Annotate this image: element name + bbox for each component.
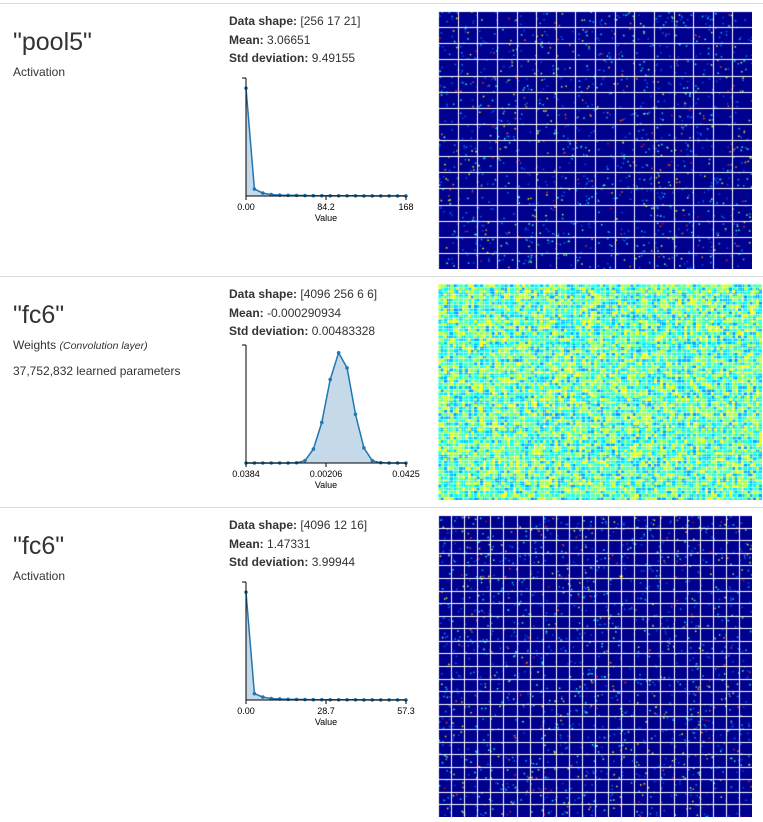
weights-visualization [438, 284, 762, 505]
histogram-point [261, 191, 265, 195]
stat-std: Std deviation: 9.49155 [229, 51, 356, 65]
activation-grid-canvas [438, 515, 752, 817]
layer-type-label: Activation [13, 569, 66, 583]
histogram-point [353, 412, 358, 417]
histogram-point [252, 691, 257, 696]
layer-section-pool5: "pool5" Activation Data shape: [256 17 2… [0, 3, 763, 276]
histogram-point [303, 458, 307, 463]
weights-grid-canvas [438, 284, 762, 500]
histogram-point [345, 366, 349, 370]
layer-stats: Data shape: [4096 12 16] Mean: 1.47331 S… [229, 516, 367, 572]
layer-type-label: Activation [13, 65, 66, 79]
layer-name: "pool5" [13, 28, 92, 56]
layer-name: "fc6" [13, 532, 65, 560]
histogram-point [328, 377, 333, 382]
layer-stats: Data shape: [4096 256 6 6] Mean: -0.0002… [229, 285, 377, 341]
histogram-tick-label: 57.3 [397, 706, 415, 716]
layer-type-note: (Convolution layer) [59, 340, 148, 352]
histogram-tick-label: 0.00206 [310, 469, 343, 479]
histogram-tick-label: 28.7 [317, 706, 335, 716]
histogram: 0.0384 0.00206 0.0425 Value [232, 344, 420, 490]
histogram: 0.00 84.2 168 Value [237, 77, 414, 223]
histogram-line [245, 592, 406, 701]
stat-mean: Mean: -0.000290934 [229, 305, 342, 320]
histogram-point [294, 697, 299, 702]
stat-shape: Data shape: [4096 12 16] [229, 518, 368, 532]
layer-type: Weights (Convolution layer) [13, 338, 148, 352]
layer-stats: Data shape: [256 17 21] Mean: 3.06651 St… [229, 12, 360, 68]
histogram-tick-label: 168 [398, 202, 413, 212]
histogram-tick-label: 0.0384 [232, 469, 260, 479]
stat-mean: Mean: 3.06651 [229, 32, 311, 47]
histogram-area [246, 592, 406, 700]
histogram-point [370, 458, 375, 463]
stat-shape: Data shape: [256 17 21] [229, 14, 361, 28]
layer-type: Activation [13, 65, 65, 79]
histogram-point [286, 193, 290, 198]
stat-shape: Data shape: [4096 256 6 6] [229, 287, 378, 301]
histogram: 0.00 28.7 57.3 Value [237, 581, 415, 727]
layer-type-label: Weights [13, 338, 57, 352]
layer-section-fc6-activation: "fc6" Activation Data shape: [4096 12 16… [0, 507, 763, 818]
histogram-tick-label: 0.0425 [392, 469, 420, 479]
histogram-point [336, 351, 341, 355]
histogram-xlabel: Value [315, 717, 337, 727]
layer-name: "fc6" [13, 301, 65, 329]
histogram-point [319, 420, 324, 425]
histogram-point [269, 696, 274, 701]
histogram-line [245, 88, 406, 197]
activation-visualization [438, 11, 752, 274]
stat-std: Std deviation: 0.00483328 [229, 324, 376, 338]
histogram-xlabel: Value [315, 480, 337, 490]
learned-parameters: 37,752,832 learned parameters [13, 364, 181, 378]
histogram-area [246, 352, 406, 463]
histogram-point [261, 695, 265, 699]
activation-visualization [438, 515, 752, 822]
histogram-point [311, 447, 316, 451]
layer-type: Activation [13, 569, 65, 583]
histogram-point [286, 697, 290, 702]
stat-std: Std deviation: 3.99944 [229, 555, 356, 569]
histogram-point [252, 187, 257, 191]
histogram-tick-label: 84.2 [317, 202, 335, 212]
activation-grid-canvas [438, 11, 752, 269]
stat-mean: Mean: 1.47331 [229, 536, 311, 551]
histogram-area [246, 88, 406, 196]
histogram-tick-label: 0.00 [237, 202, 255, 212]
layer-section-fc6-weights: "fc6" Weights (Convolution layer) 37,752… [0, 276, 763, 507]
histogram-point [362, 446, 366, 450]
histogram-xlabel: Value [315, 213, 337, 223]
histogram-point [294, 193, 299, 198]
histogram-tick-label: 0.00 [237, 706, 255, 716]
